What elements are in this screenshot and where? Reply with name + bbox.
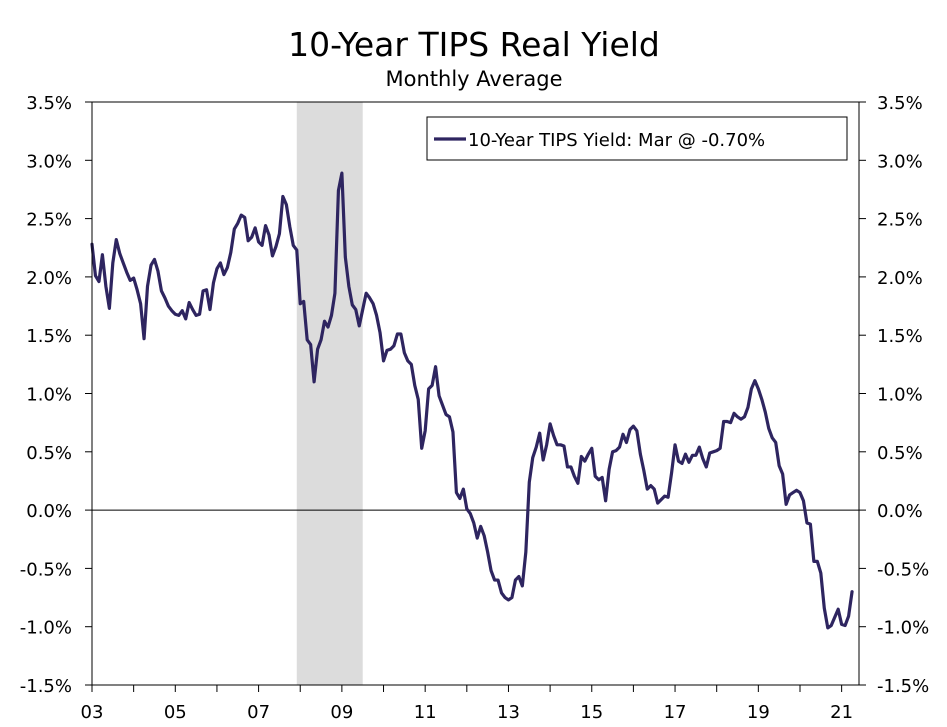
left-y-tick-label: -1.5% (20, 676, 72, 697)
legend: 10-Year TIPS Yield: Mar @ -0.70% (426, 116, 848, 161)
left-y-tick-label: -1.0% (20, 618, 72, 639)
left-y-tick-label: 3.5% (26, 93, 72, 114)
x-tick-label: 11 (414, 702, 437, 723)
right-y-tick-label: 0.0% (877, 501, 923, 522)
right-y-tick-label: 2.0% (877, 268, 923, 289)
x-tick-label: 21 (830, 702, 853, 723)
left-y-tick-label: 2.5% (26, 210, 72, 231)
x-tick-label: 19 (747, 702, 770, 723)
recession-shading (296, 102, 363, 685)
left-y-tick-label: 0.5% (26, 443, 72, 464)
x-tick-label: 13 (497, 702, 520, 723)
right-y-tick-label: 2.5% (877, 210, 923, 231)
x-axis-ticks: 03 05 07 09 11 13 15 17 19 21 (81, 685, 853, 723)
plot-frame (91, 101, 860, 686)
x-tick-label: 07 (247, 702, 270, 723)
chart-subtitle: Monthly Average (386, 67, 563, 91)
right-y-tick-label: 3.5% (877, 93, 923, 114)
x-tick-label: 09 (330, 702, 353, 723)
x-tick-label: 15 (580, 702, 603, 723)
right-y-axis-ticks: -1.5% -1.0% -0.5% 0.0% 0.5% 1.0% 1.5% 2.0% 2.5% 3… (859, 93, 929, 697)
left-y-tick-label: -0.5% (20, 559, 72, 580)
chart-title: 10-Year TIPS Real Yield (288, 25, 660, 64)
legend-box (426, 116, 848, 161)
right-y-tick-label: 1.0% (877, 385, 923, 406)
right-y-tick-label: 1.5% (877, 326, 923, 347)
right-y-tick-label: 3.0% (877, 151, 923, 172)
x-tick-label: 17 (664, 702, 687, 723)
left-y-axis-ticks: -1.5% -1.0% -0.5% 0.0% 0.5% 1.0% 1.5% 2.0% 2.5% 3… (20, 93, 92, 697)
left-y-tick-label: 1.5% (26, 326, 72, 347)
series-line-tips-yield (90, 171, 854, 630)
right-y-tick-label: -1.5% (877, 676, 929, 697)
left-y-tick-label: 0.0% (26, 501, 72, 522)
left-y-tick-label: 1.0% (26, 385, 72, 406)
x-tick-label: 05 (164, 702, 187, 723)
legend-label: 10-Year TIPS Yield: Mar @ -0.70% (468, 130, 765, 151)
right-y-tick-label: -1.0% (877, 618, 929, 639)
right-y-tick-label: 0.5% (877, 443, 923, 464)
x-tick-label: 03 (81, 702, 104, 723)
right-y-tick-label: -0.5% (877, 559, 929, 580)
left-y-tick-label: 3.0% (26, 151, 72, 172)
left-y-tick-label: 2.0% (26, 268, 72, 289)
